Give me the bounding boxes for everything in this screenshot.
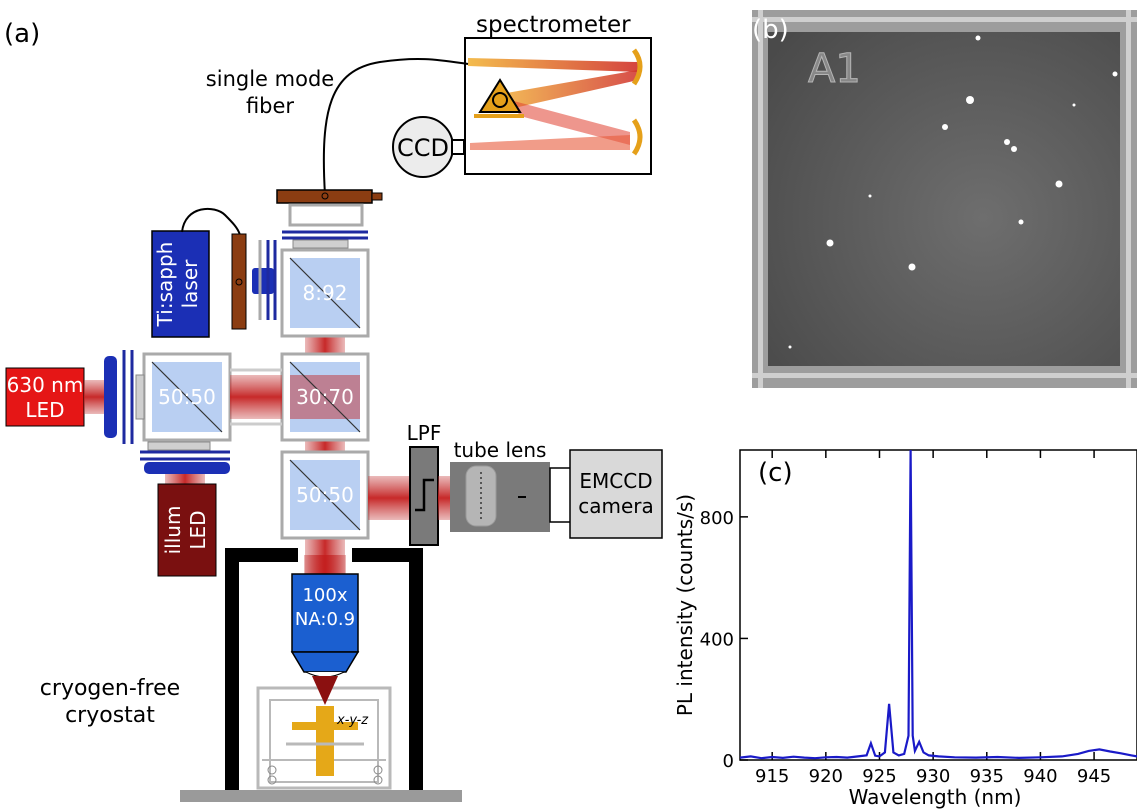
y-ticks: 0 400 800 [700, 508, 748, 772]
beamsplitter-top: 8:92 [280, 248, 370, 338]
quantum-dots [788, 35, 1118, 349]
laser-label-1: Ti:sapph [153, 242, 177, 328]
cryostat: cryogen-free cryostat [40, 548, 462, 802]
x-tick-label: 945 [1077, 766, 1111, 787]
x-tick-label: 925 [862, 766, 896, 787]
objective-label-2: NA:0.9 [295, 609, 355, 630]
illum-label-2: LED [186, 510, 210, 549]
camera-label-2: camera [578, 494, 654, 518]
led-630: 630 nm LED [5, 367, 85, 427]
top-ticks [771, 450, 1095, 458]
fiber-cable [322, 57, 469, 196]
panel-c-label: (c) [758, 458, 793, 488]
y-tick-label: 0 [723, 751, 734, 772]
laser-label-2: laser [178, 259, 202, 309]
panel-a-label: (a) [4, 19, 40, 49]
cryostat-label-2: cryostat [65, 703, 155, 728]
stage-label: x-y-z [336, 713, 369, 728]
laser-coupler [231, 233, 247, 330]
bs-mid-label: 30:70 [296, 385, 354, 409]
marker-label: A1 [808, 46, 861, 92]
lpf-label: LPF [407, 421, 442, 445]
plot-frame [739, 449, 1137, 761]
emccd-camera: EMCCD camera [569, 449, 663, 539]
ccd: CCD [392, 116, 465, 178]
y-tick-label: 400 [700, 629, 734, 650]
panel-b-label: (b) [752, 15, 789, 45]
x-tick-label: 940 [1023, 766, 1057, 787]
tube-lens-label: tube lens [454, 438, 547, 462]
bs-left-label: 50:50 [158, 385, 216, 409]
illum-led: illum LED [157, 483, 217, 577]
beamsplitter-bottom: 50:50 [280, 450, 370, 540]
led630-label-2: LED [25, 398, 64, 422]
beamsplitter-middle: 30:70 [280, 352, 370, 442]
x-axis-label: Wavelength (nm) [849, 785, 1022, 809]
bs-bottom-label: 50:50 [296, 483, 354, 507]
fiber-label-1: single mode [206, 67, 334, 91]
x-ticks: 915 920 925 930 935 940 945 [755, 752, 1111, 787]
spectrometer: spectrometer [464, 12, 652, 175]
spectrometer-label: spectrometer [476, 12, 631, 38]
y-axis-label: PL intensity (counts/s) [673, 494, 697, 716]
panel-b[interactable]: (b) A1 [752, 10, 1137, 388]
camera-label-1: EMCCD [579, 469, 652, 493]
tisapph-laser: Ti:sapph laser [151, 230, 210, 338]
prism-icon [478, 78, 522, 113]
series-line [739, 449, 1137, 760]
panel-c-chart: (c) 915 920 925 930 935 940 945 0 400 800 Wavele… [673, 449, 1137, 809]
led630-label-1: 630 nm [7, 373, 84, 397]
y-tick-label: 800 [700, 508, 734, 529]
x-tick-label: 915 [755, 766, 789, 787]
objective-label-1: 100x [302, 585, 347, 606]
x-tick-label: 935 [970, 766, 1004, 787]
panel-a: (a) spectrometer CCD single mode fiber [4, 12, 663, 802]
tube-lens: tube lens [450, 438, 550, 532]
x-tick-label: 930 [916, 766, 950, 787]
beamsplitter-left: 50:50 [142, 352, 232, 442]
x-tick-label: 920 [809, 766, 843, 787]
objective: 100x NA:0.9 [290, 573, 360, 678]
cryostat-label-1: cryogen-free [40, 676, 180, 701]
illum-label-1: illum [161, 506, 185, 555]
bs-top-label: 8:92 [303, 281, 348, 305]
ccd-label: CCD [397, 134, 449, 162]
lpf: LPF [407, 421, 442, 546]
fiber-label-2: fiber [246, 94, 294, 118]
xyz-stage: x-y-z [267, 706, 383, 785]
fiber-coupler [276, 189, 373, 204]
